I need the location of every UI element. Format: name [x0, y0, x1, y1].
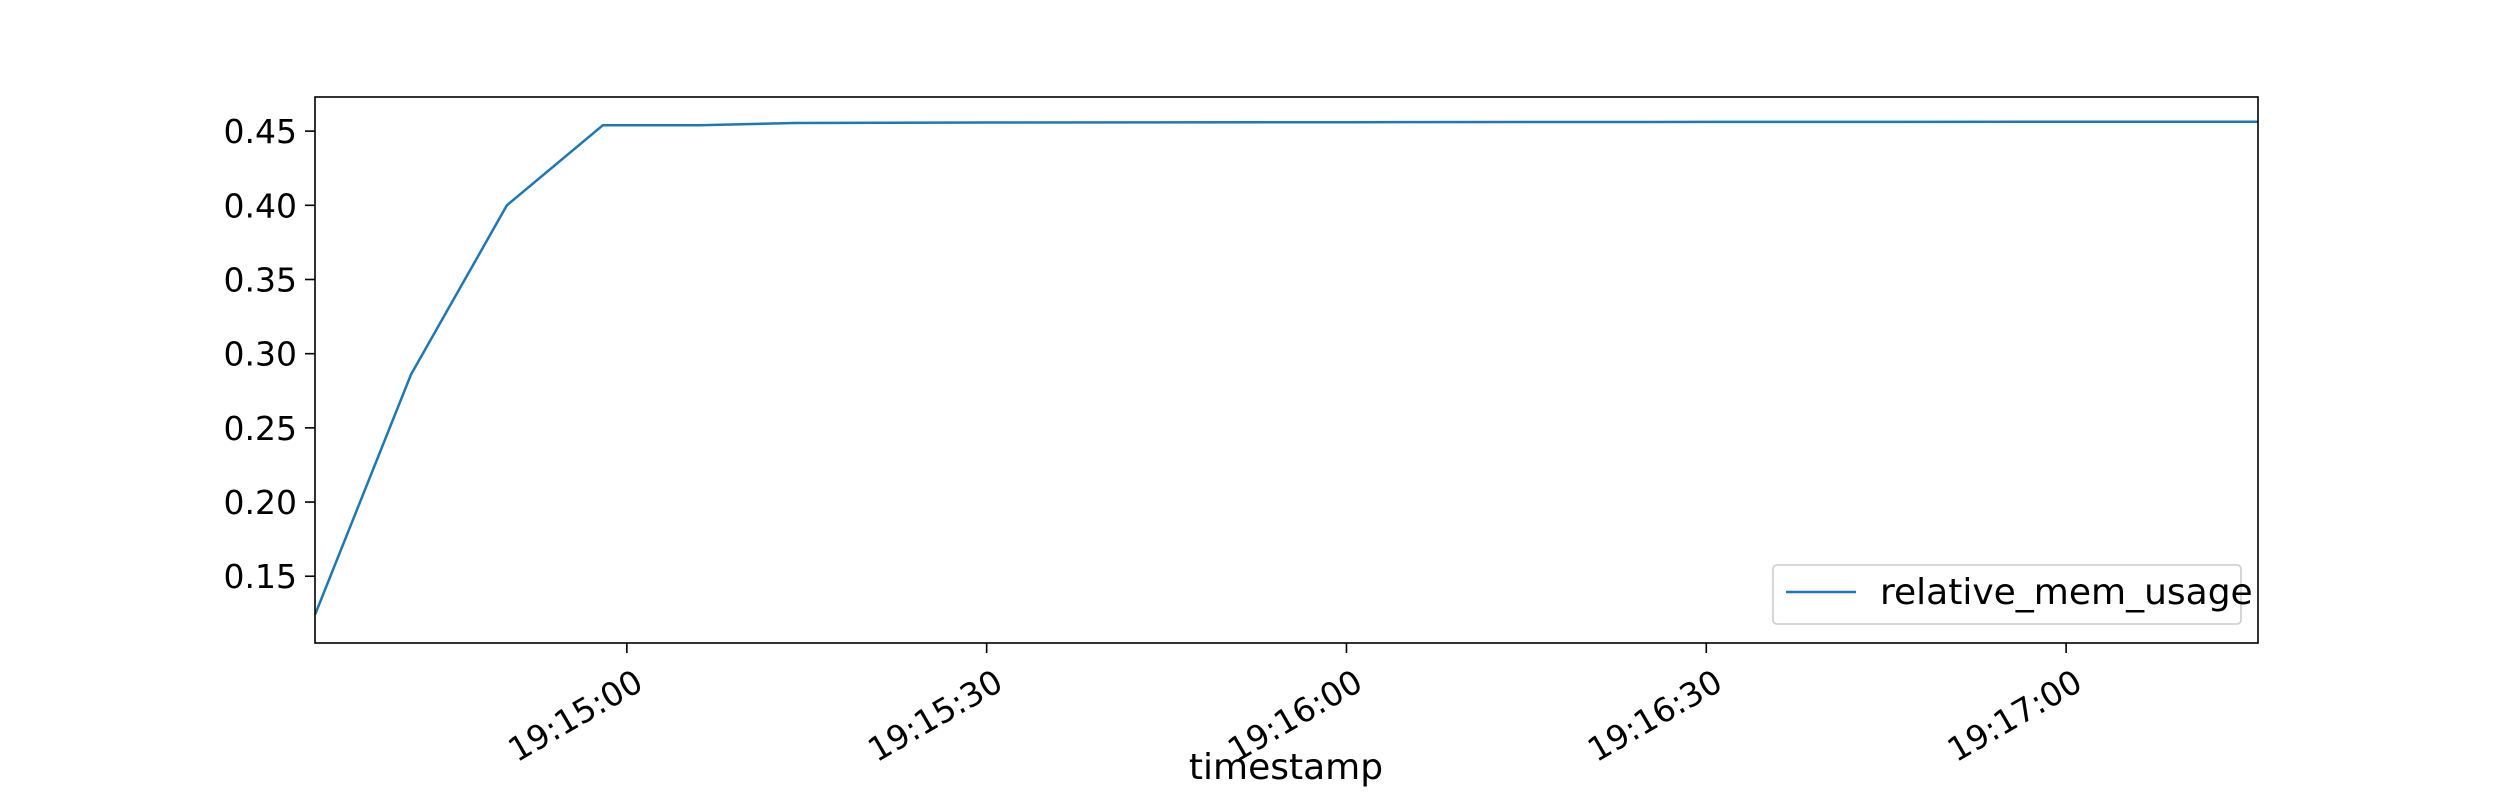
x-axis-title: timestamp — [1189, 747, 1383, 788]
legend-label: relative_mem_usage — [1880, 572, 2253, 613]
x-tick-label: 19:15:30 — [861, 662, 1009, 770]
y-axis: 0.15 0.20 0.25 0.30 0.35 0.40 0.45 — [224, 112, 315, 596]
plot-background — [315, 97, 2258, 643]
series-line-relative_mem_usage — [315, 120, 2258, 616]
y-tick-label: 0.15 — [224, 557, 297, 596]
series-layer — [315, 120, 2258, 616]
y-tick-label: 0.45 — [224, 112, 297, 151]
y-tick-label: 0.30 — [224, 335, 297, 374]
y-tick-label: 0.40 — [224, 186, 297, 225]
x-tick-label: 19:16:30 — [1581, 662, 1729, 770]
x-tick-label: 19:17:00 — [1941, 662, 2089, 770]
legend-box — [1772, 564, 2242, 625]
plot-frame — [314, 96, 2259, 644]
y-tick-label: 0.25 — [224, 409, 297, 448]
y-tick-label: 0.20 — [224, 483, 297, 522]
legend: relative_mem_usage — [1772, 564, 2253, 625]
y-tick-label: 0.35 — [224, 260, 297, 299]
x-tick-label: 19:15:00 — [501, 662, 649, 770]
